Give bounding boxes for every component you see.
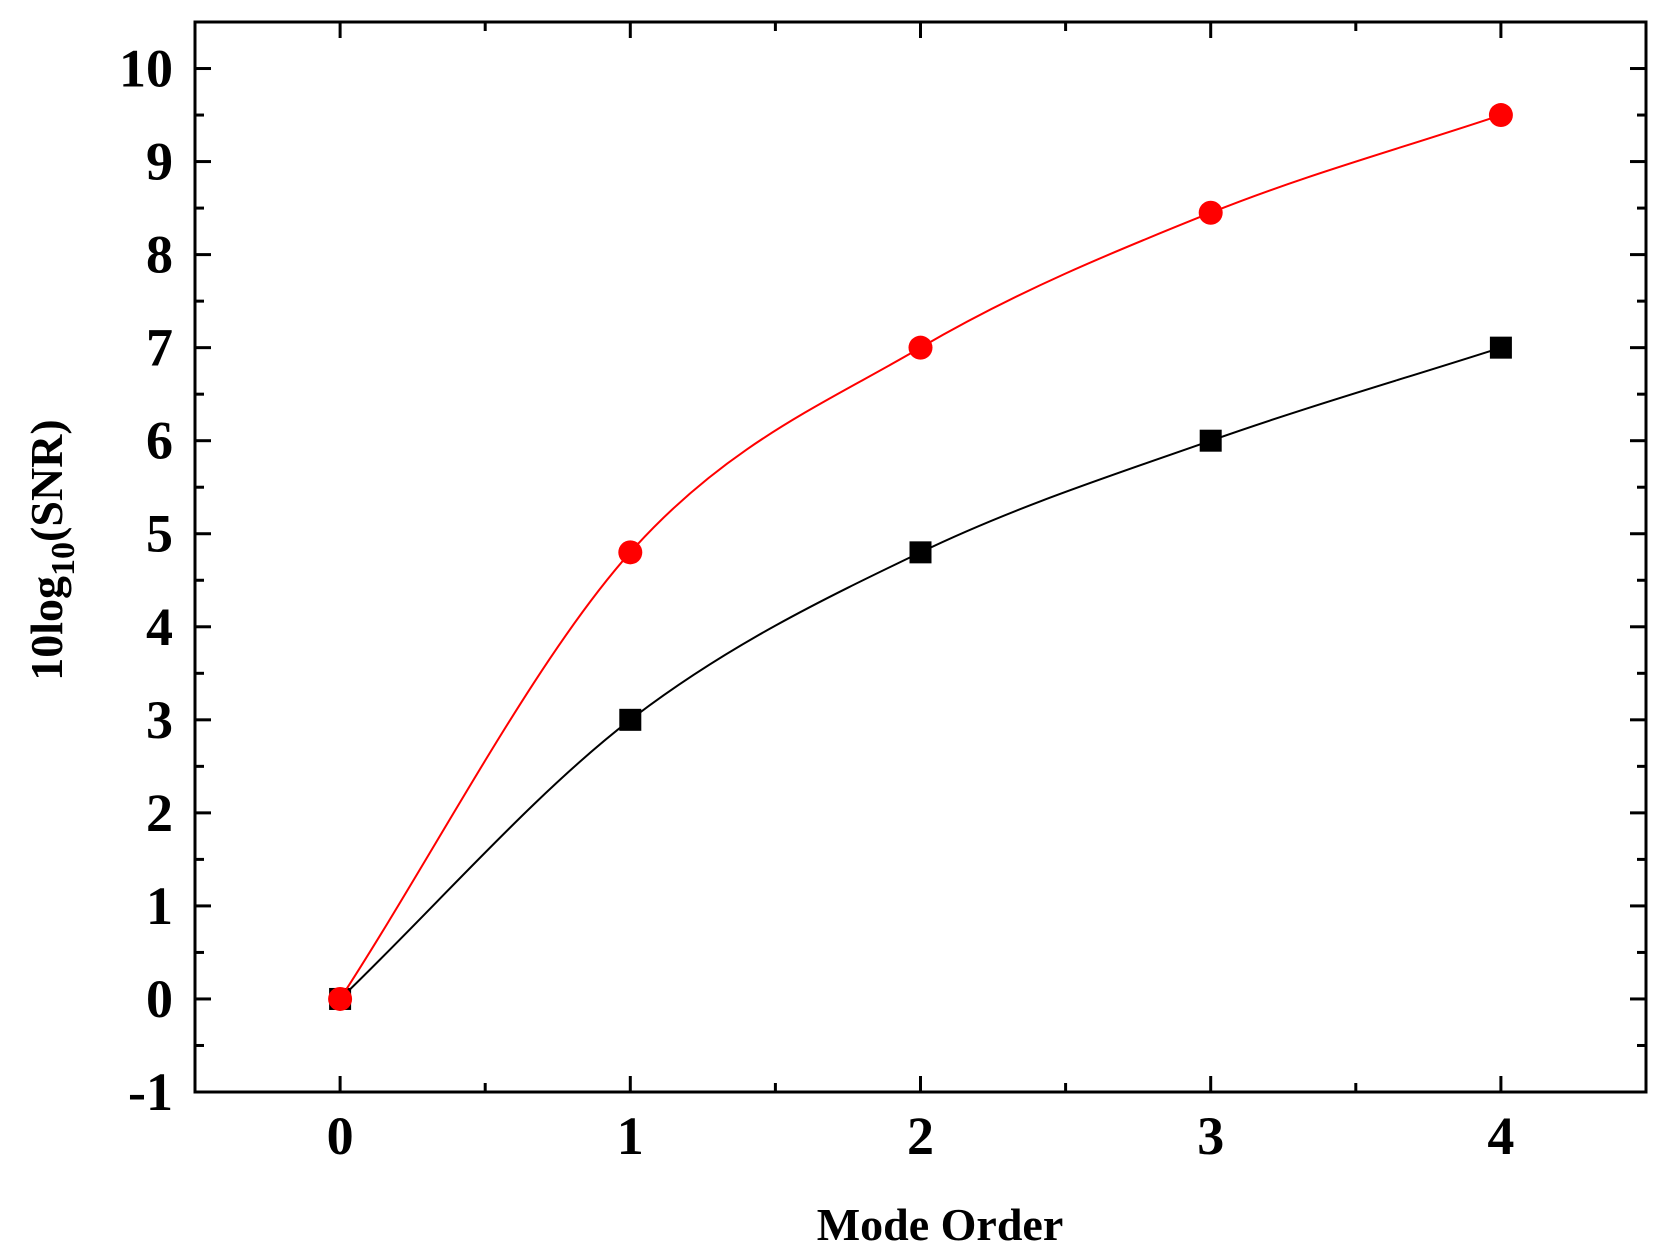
y-tick-label: 8 bbox=[146, 225, 173, 285]
y-tick-label: 5 bbox=[146, 504, 173, 564]
axis-ticks bbox=[195, 20, 1646, 1092]
y-tick-label: 7 bbox=[146, 318, 173, 378]
y-tick-label: 6 bbox=[146, 411, 173, 471]
y-tick-label: 10 bbox=[119, 39, 173, 99]
y-tick-label: 0 bbox=[146, 969, 173, 1029]
series-line bbox=[339, 114, 1502, 1000]
axis-tick-labels: 0 1 2 3 4 -1 0 1 2 3 4 5 6 7 8 9 10 bbox=[119, 39, 1514, 1166]
series-square bbox=[329, 336, 1512, 1010]
y-tick-label: 4 bbox=[146, 597, 173, 657]
y-tick-label: 1 bbox=[146, 876, 173, 936]
series-circle bbox=[328, 103, 1513, 1011]
data-point-square bbox=[909, 541, 932, 564]
y-axis-title: 10log10(SNR) bbox=[21, 419, 82, 680]
data-point-square bbox=[619, 708, 642, 731]
data-point-circle bbox=[328, 986, 353, 1011]
data-point-circle bbox=[1198, 200, 1223, 225]
x-tick-label: 4 bbox=[1487, 1106, 1514, 1166]
data-point-circle bbox=[1488, 103, 1513, 128]
y-axis-title-subscript: 10 bbox=[45, 542, 82, 576]
x-tick-label: 2 bbox=[907, 1106, 934, 1166]
y-tick-label: 2 bbox=[146, 783, 173, 843]
data-point-square bbox=[1199, 429, 1222, 452]
y-axis-title-prefix: 10log bbox=[21, 576, 72, 681]
data-point-square bbox=[1489, 336, 1512, 359]
x-tick-label: 1 bbox=[617, 1106, 644, 1166]
y-axis-title-suffix: (SNR) bbox=[21, 419, 72, 542]
series-group bbox=[328, 103, 1513, 1011]
y-tick-label: -1 bbox=[128, 1062, 173, 1122]
series-line bbox=[339, 346, 1502, 1000]
x-axis-title: Mode Order bbox=[817, 1199, 1064, 1250]
y-tick-label: 3 bbox=[146, 690, 173, 750]
data-point-circle bbox=[618, 540, 643, 565]
x-tick-label: 3 bbox=[1197, 1106, 1224, 1166]
x-tick-label: 0 bbox=[327, 1106, 354, 1166]
data-point-circle bbox=[908, 335, 933, 360]
y-tick-label: 9 bbox=[146, 132, 173, 192]
